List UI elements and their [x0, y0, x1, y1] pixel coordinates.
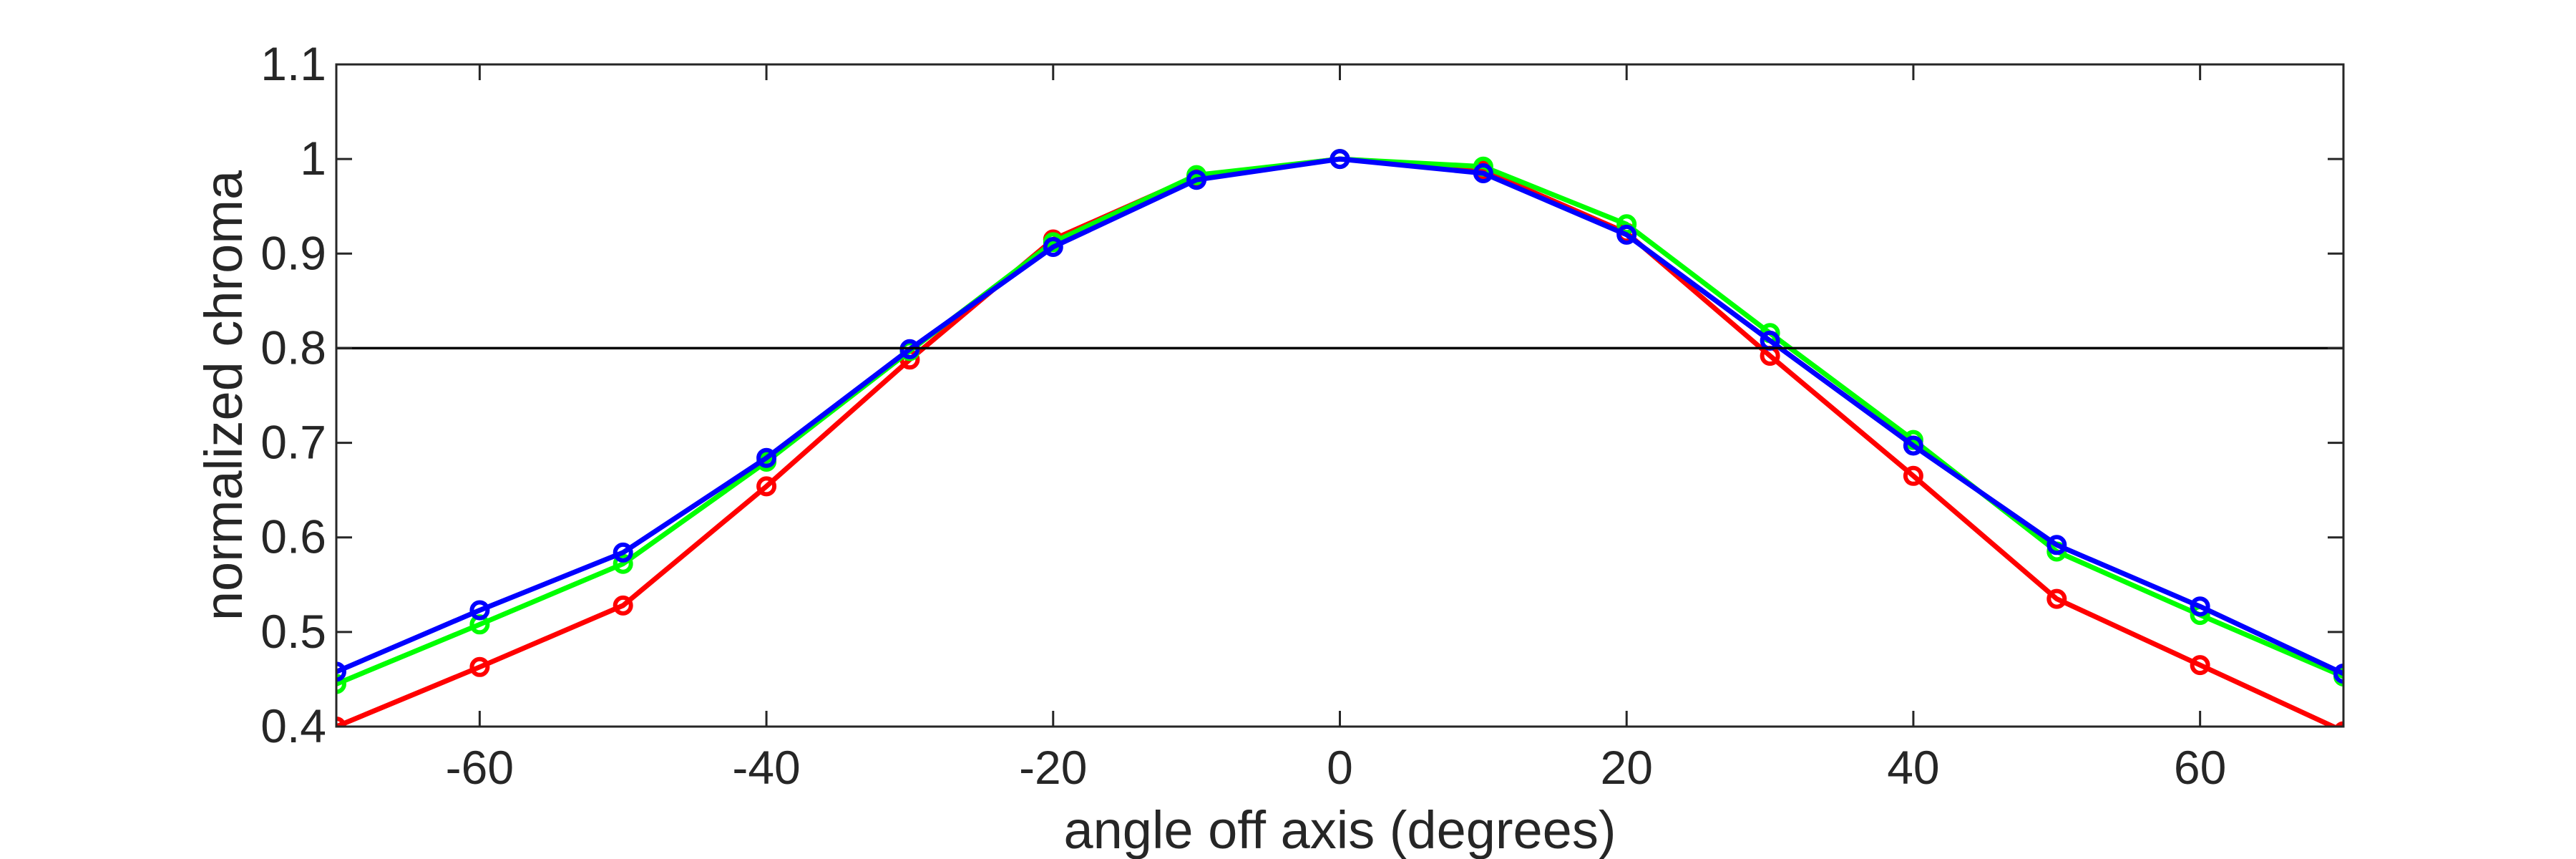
y-tick-label: 0.5 [260, 605, 326, 658]
series-3-line [336, 156, 2343, 676]
series-3-marker [336, 661, 346, 682]
series-1-line [336, 156, 2340, 727]
y-tick-label: 0.6 [260, 510, 326, 563]
axes-group [335, 63, 2345, 728]
series-3-marker [2190, 596, 2210, 617]
series-1-marker [2190, 655, 2210, 676]
series-3-marker [1330, 149, 1350, 170]
y-axis-title: normalized chroma [194, 170, 253, 621]
x-tick-label: -40 [732, 741, 800, 794]
plot-series-group [336, 149, 2343, 727]
y-tick-label: 1 [300, 132, 326, 185]
series-3-marker [1043, 237, 1063, 257]
y-tick-label: 0.7 [260, 416, 326, 469]
series-2-marker [336, 674, 346, 694]
x-tick-label: 60 [2174, 741, 2226, 794]
series-3-marker [1186, 170, 1207, 190]
series-1-marker [756, 476, 777, 497]
series-3-marker [1473, 163, 1493, 183]
series-3-marker [756, 447, 777, 468]
series-1-marker [1903, 465, 1923, 486]
tick-labels-group: -60 -40 -20 0 20 40 60 0.4 0.5 0.6 0.7 0.8 0.9 1 1.1 [260, 37, 2226, 794]
y-tick-label: 0.9 [260, 226, 326, 279]
x-tick-label: 0 [1327, 741, 1353, 794]
series-1-marker [2046, 588, 2067, 609]
x-tick-label: -60 [446, 741, 514, 794]
series-3-marker [2046, 535, 2067, 555]
series-1-marker [469, 656, 490, 677]
series-3-marker [1903, 435, 1923, 456]
series-3-marker [469, 600, 490, 621]
series-1-marker [613, 595, 633, 616]
series-2-line [336, 156, 2343, 686]
x-tick-label: -20 [1019, 741, 1087, 794]
series-3-marker [613, 542, 633, 563]
series-3-marker [2333, 664, 2343, 684]
x-tick-label: 20 [1601, 741, 1653, 794]
x-axis-title: angle off axis (degrees) [1064, 800, 1616, 859]
x-tick-label: 40 [1887, 741, 1939, 794]
y-tick-label: 0.8 [260, 321, 326, 374]
series-3-marker [1616, 224, 1637, 245]
y-tick-label: 0.4 [260, 699, 326, 752]
series-2 [336, 149, 2343, 694]
series-1 [336, 149, 2343, 727]
y-tick-label: 1.1 [260, 37, 326, 90]
plot-frame [335, 63, 2345, 728]
series-2-marker [613, 553, 633, 574]
